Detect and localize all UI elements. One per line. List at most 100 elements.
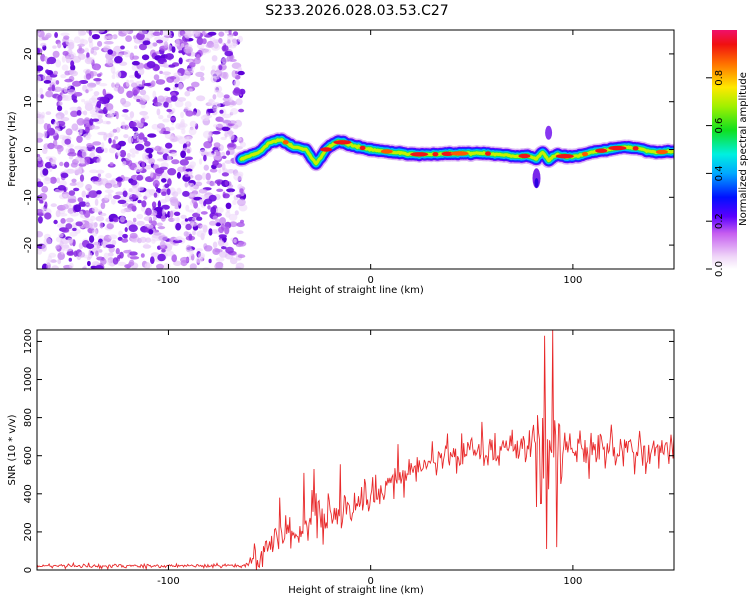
noise-speckle bbox=[56, 115, 62, 121]
noise-speckle bbox=[162, 30, 172, 37]
noise-speckle bbox=[155, 79, 166, 85]
noise-speckle bbox=[187, 164, 195, 170]
noise-speckle bbox=[55, 59, 62, 68]
noise-speckle bbox=[200, 65, 205, 71]
noise-speckle bbox=[139, 111, 149, 116]
noise-speckle bbox=[160, 199, 167, 204]
noise-speckle bbox=[209, 168, 218, 173]
noise-speckle bbox=[40, 94, 44, 99]
noise-speckle bbox=[77, 43, 85, 47]
noise-speckle bbox=[99, 212, 107, 217]
noise-speckle bbox=[150, 171, 154, 178]
noise-speckle bbox=[211, 102, 221, 109]
noise-speckle bbox=[41, 244, 47, 252]
noise-speckle bbox=[105, 244, 116, 249]
x-tick-label: 100 bbox=[563, 576, 582, 587]
noise-speckle bbox=[148, 229, 154, 235]
noise-speckle bbox=[152, 179, 160, 188]
noise-speckle bbox=[135, 186, 141, 193]
noise-speckle bbox=[51, 265, 59, 269]
noise-speckle bbox=[199, 224, 208, 230]
noise-speckle bbox=[93, 209, 103, 213]
noise-speckle bbox=[66, 83, 71, 90]
noise-speckle bbox=[221, 246, 227, 250]
noise-speckle bbox=[230, 108, 239, 115]
noise-speckle bbox=[59, 161, 64, 167]
noise-speckle bbox=[104, 40, 114, 45]
noise-speckle bbox=[214, 263, 224, 269]
noise-speckle bbox=[160, 215, 166, 222]
noise-speckle bbox=[38, 87, 44, 95]
y-tick-label: 800 bbox=[23, 408, 34, 427]
noise-speckle bbox=[234, 210, 239, 216]
noise-speckle bbox=[218, 37, 223, 44]
noise-speckle bbox=[139, 89, 147, 96]
noise-speckle bbox=[91, 149, 96, 155]
noise-speckle bbox=[92, 176, 99, 182]
spectrogram-y-ticks: -20 -10 0 10 20 bbox=[23, 48, 674, 253]
noise-speckle bbox=[112, 257, 119, 265]
x-tick-label: -100 bbox=[157, 275, 180, 286]
noise-speckle bbox=[50, 203, 57, 208]
noise-speckle bbox=[44, 161, 53, 169]
noise-speckle bbox=[220, 117, 224, 123]
noise-speckle bbox=[69, 262, 74, 269]
noise-speckle bbox=[77, 197, 84, 203]
noise-speckle bbox=[194, 174, 203, 181]
noise-speckle bbox=[203, 141, 213, 149]
noise-speckle bbox=[147, 157, 156, 165]
noise-speckle bbox=[128, 121, 137, 128]
noise-speckle bbox=[196, 95, 206, 102]
noise-speckle bbox=[119, 149, 127, 158]
noise-speckle bbox=[68, 69, 77, 75]
noise-speckle bbox=[238, 241, 247, 247]
noise-speckle bbox=[222, 62, 227, 66]
noise-speckle bbox=[178, 57, 183, 65]
noise-speckle bbox=[153, 192, 158, 198]
noise-speckle bbox=[226, 169, 235, 174]
noise-speckle bbox=[196, 54, 201, 61]
noise-speckle bbox=[93, 78, 102, 82]
noise-speckle bbox=[165, 142, 173, 149]
noise-speckle bbox=[66, 143, 74, 148]
noise-speckle bbox=[65, 223, 73, 230]
noise-speckle bbox=[152, 90, 157, 99]
noise-speckle bbox=[156, 108, 161, 116]
noise-speckle bbox=[211, 65, 217, 71]
noise-speckle bbox=[51, 84, 55, 92]
noise-speckle bbox=[101, 142, 105, 150]
noise-speckle bbox=[141, 79, 146, 88]
noise-speckle bbox=[143, 82, 152, 87]
noise-speckle bbox=[227, 55, 235, 60]
noise-speckle bbox=[57, 105, 63, 112]
noise-speckle bbox=[215, 151, 221, 157]
noise-speckle bbox=[42, 147, 48, 154]
noise-speckle bbox=[173, 211, 181, 216]
noise-speckle bbox=[37, 156, 42, 162]
noise-speckle bbox=[89, 169, 98, 174]
noise-speckle bbox=[42, 73, 47, 81]
ridge-hotspot bbox=[485, 151, 491, 156]
noise-speckle bbox=[236, 230, 244, 235]
noise-speckle bbox=[171, 46, 176, 53]
noise-speckle bbox=[108, 137, 112, 144]
noise-speckle bbox=[59, 194, 67, 200]
noise-speckle bbox=[227, 129, 233, 137]
noise-speckle bbox=[148, 152, 153, 159]
noise-speckle bbox=[215, 257, 225, 262]
noise-speckle bbox=[132, 200, 137, 206]
noise-speckle bbox=[187, 170, 192, 177]
noise-speckle bbox=[63, 247, 73, 252]
x-tick-label: 100 bbox=[563, 275, 582, 286]
noise-speckle bbox=[37, 118, 45, 125]
noise-speckle bbox=[105, 57, 111, 65]
noise-speckle bbox=[163, 41, 169, 49]
y-tick-label: 200 bbox=[23, 522, 34, 541]
noise-speckle bbox=[205, 172, 211, 181]
noise-speckle bbox=[53, 144, 63, 149]
noise-speckle bbox=[66, 251, 75, 256]
noise-speckle bbox=[222, 71, 229, 80]
noise-speckle bbox=[188, 233, 193, 241]
noise-speckle bbox=[104, 189, 114, 194]
ridge-hotspot bbox=[655, 149, 668, 155]
